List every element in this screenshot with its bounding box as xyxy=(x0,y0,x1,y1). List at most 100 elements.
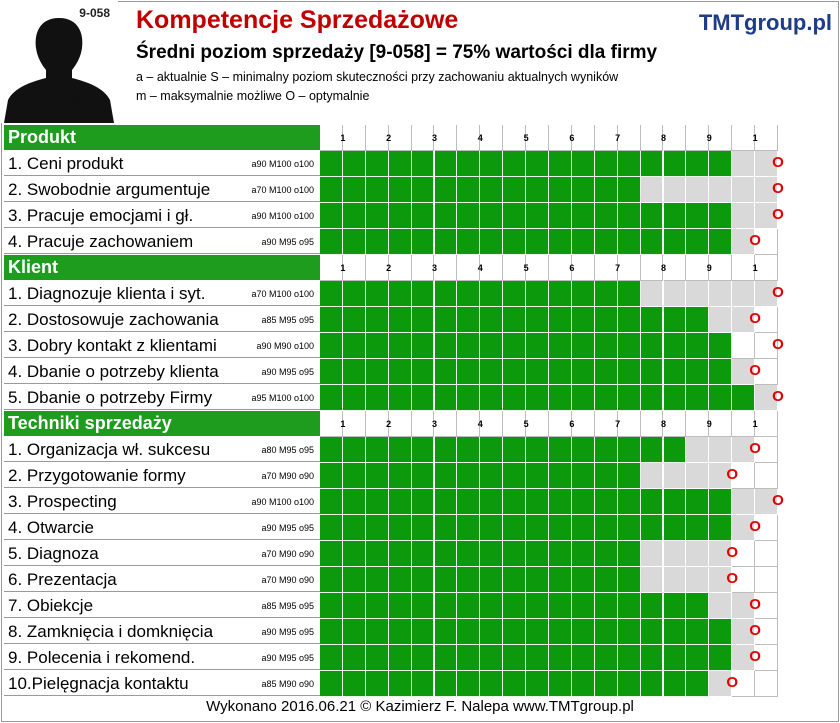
bar-segment-actual xyxy=(526,151,549,177)
scale-header-cell xyxy=(594,125,618,151)
scale-header-cell xyxy=(617,255,641,281)
scale-header-cell xyxy=(388,125,412,151)
scale-header-cell xyxy=(617,411,641,437)
bar-segment-actual xyxy=(365,203,389,229)
scale-tick-label: 9 xyxy=(706,419,712,429)
bar-segment-actual xyxy=(709,359,733,385)
bar-segment-actual xyxy=(320,567,343,593)
scale-tick-label: 2 xyxy=(386,419,392,429)
bar-segment-actual xyxy=(457,151,481,177)
scale-tick-label: 5 xyxy=(523,133,529,143)
scale-tick-label: 3 xyxy=(431,263,437,273)
bar-segment-actual xyxy=(571,151,595,177)
bar-segment-actual xyxy=(320,619,343,645)
scale-header-cell xyxy=(686,411,710,437)
bar-segment-actual xyxy=(663,203,687,229)
criterion-values: a85 M95 o95 xyxy=(261,601,314,611)
scale-tick-label: 4 xyxy=(477,263,483,273)
scale-tick-label: 5 xyxy=(523,263,529,273)
scale-tick-label: 9 xyxy=(706,133,712,143)
bar-segment-actual xyxy=(388,567,412,593)
bar-segment-actual xyxy=(663,333,687,359)
bar-segment-actual xyxy=(571,619,595,645)
bar-segment-actual xyxy=(640,437,664,463)
bar-segment-actual xyxy=(571,385,595,411)
bar-segment-actual xyxy=(342,385,366,411)
criterion-row: 1. Diagnozuje klienta i syt. a70 M100 o10… xyxy=(4,281,320,306)
page-title: Kompetencje Sprzedażowe xyxy=(136,6,459,34)
criterion-row: 10.Pielęgnacja kontaktu a85 M90 o90 xyxy=(4,671,320,696)
bar-segment-actual xyxy=(709,645,733,671)
bar-segment-actual xyxy=(388,489,412,515)
scale-header-cell xyxy=(549,411,572,437)
bar-segment-actual xyxy=(457,645,481,671)
scale-header-cell xyxy=(686,125,710,151)
bar-segment-actual xyxy=(480,177,504,203)
bar-segment-potential xyxy=(732,281,756,307)
bar-segment-actual xyxy=(594,307,618,333)
bar-segment-actual xyxy=(342,177,366,203)
scale-tick-label: 6 xyxy=(569,263,575,273)
scale-header-cell xyxy=(365,125,389,151)
bar-segment-actual xyxy=(663,671,687,697)
bar-segment-actual xyxy=(365,437,389,463)
bar-segment-actual xyxy=(594,151,618,177)
bar-segment-actual xyxy=(457,359,481,385)
bar-segment-actual xyxy=(571,281,595,307)
bar-segment-potential xyxy=(732,307,756,333)
scale-tick-label: 9 xyxy=(706,263,712,273)
bar-segment-potential xyxy=(732,437,756,463)
criterion-row: 4. Pracuje zachowaniem a90 M95 o95 xyxy=(4,229,320,254)
bar-segment-actual xyxy=(411,671,435,697)
scale-tick-label: 1 xyxy=(340,133,346,143)
bar-segment-actual xyxy=(342,307,366,333)
bar-segment-actual xyxy=(686,671,710,697)
bar-segment-actual xyxy=(388,515,412,541)
bar-segment-actual xyxy=(365,515,389,541)
criterion-values: a90 M90 o100 xyxy=(256,341,314,351)
scale-tick-label: 4 xyxy=(477,419,483,429)
scale-tick-label: 8 xyxy=(660,419,666,429)
bar-segment-actual xyxy=(480,333,504,359)
bar-segment-actual xyxy=(594,229,618,255)
criterion-values: a90 M100 o100 xyxy=(251,211,314,221)
bar-segment-actual xyxy=(503,567,527,593)
bar-segment-actual xyxy=(480,463,504,489)
scale-tick-label: 8 xyxy=(660,263,666,273)
scale-header-cell xyxy=(663,411,687,437)
bar-segment-actual xyxy=(663,229,687,255)
bar-segment-actual xyxy=(388,593,412,619)
scale-tick-label: 1 xyxy=(752,133,758,143)
bar-segment-actual xyxy=(320,177,343,203)
bar-segment-actual xyxy=(549,619,572,645)
bar-segment-actual xyxy=(342,281,366,307)
scale-header-cell xyxy=(709,255,733,281)
bar-segment-actual xyxy=(503,671,527,697)
bar-segment-potential xyxy=(686,437,710,463)
criterion-values: a90 M95 o95 xyxy=(261,237,314,247)
criterion-label: 5. Diagnoza xyxy=(8,544,99,563)
criterion-values: a90 M95 o95 xyxy=(261,627,314,637)
bar-segment-actual xyxy=(617,359,641,385)
optimal-marker: O xyxy=(749,310,761,327)
bar-segment-actual xyxy=(503,489,527,515)
bar-segment-actual xyxy=(503,307,527,333)
bar-segment-actual xyxy=(617,177,641,203)
bar-segment-actual xyxy=(686,385,710,411)
bar-segment-actual xyxy=(686,151,710,177)
brand-link[interactable]: TMTgroup.pl xyxy=(698,10,832,35)
bar-segment-actual xyxy=(571,437,595,463)
criterion-label: 4. Pracuje zachowaniem xyxy=(8,232,194,251)
criterion-values: a90 M100 o100 xyxy=(251,159,314,169)
bar-segment-actual xyxy=(365,229,389,255)
bar-segment-actual xyxy=(411,333,435,359)
bar-segment-actual xyxy=(549,203,572,229)
criterion-row: 8. Zamknięcia i domknięcia a90 M95 o95 xyxy=(4,619,320,644)
bar-segment-actual xyxy=(549,541,572,567)
bar-segment-actual xyxy=(388,177,412,203)
bar-segment-actual xyxy=(663,359,687,385)
bar-segment-actual xyxy=(686,203,710,229)
bar-segment-actual xyxy=(320,385,343,411)
bar-segment-actual xyxy=(365,489,389,515)
criterion-values: a70 M90 o90 xyxy=(261,549,314,559)
